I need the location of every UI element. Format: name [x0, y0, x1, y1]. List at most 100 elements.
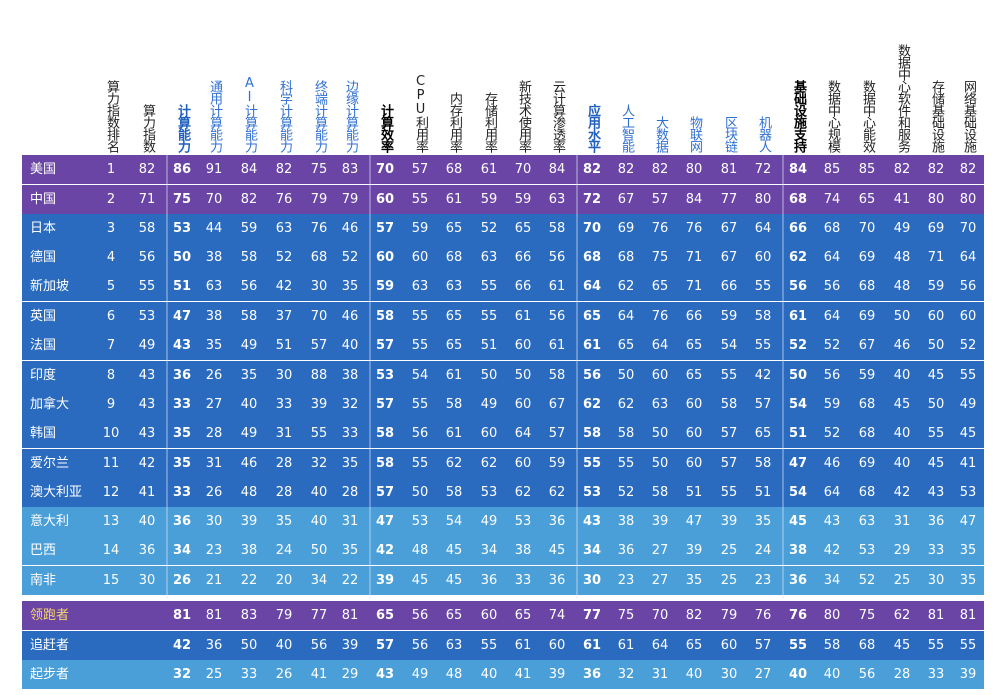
table-cell: 30 — [582, 573, 602, 588]
table-cell: 55 — [927, 426, 945, 441]
table-cell: 65 — [445, 221, 463, 236]
table-cell: 84 — [685, 192, 703, 207]
table-cell: 55 — [927, 638, 945, 653]
table-cell: 45 — [445, 543, 463, 558]
table-cell: 61 — [582, 638, 602, 653]
table-cell: 76 — [275, 192, 293, 207]
column-header: 基础设施支持 — [782, 0, 814, 152]
table-cell: 72 — [754, 162, 772, 177]
table-cell: 51 — [685, 485, 703, 500]
table-cell: 51 — [480, 338, 498, 353]
table-cell: 33 — [927, 543, 945, 558]
table-cell: 62 — [514, 485, 532, 500]
table-cell: 68 — [617, 250, 635, 265]
table-cell: 30 — [310, 279, 328, 294]
table-cell: 62 — [445, 456, 463, 471]
table-cell: 40 — [893, 426, 911, 441]
table-cell: 67 — [548, 397, 566, 412]
table-cell: 35 — [205, 338, 223, 353]
table-cell: 41 — [514, 667, 532, 682]
table-row: 爱尔兰 11 42 35 31 46 28 32 35 58 55 62 62 60 59 55 55 50 60 5… — [22, 449, 984, 478]
table-row: 澳大利亚 12 41 33 26 48 28 40 28 57 50 58 53 62 62 53 52 58 51… — [22, 478, 984, 507]
table-cell: 68 — [823, 221, 841, 236]
table-cell: 49 — [959, 397, 977, 412]
table-cell: 58 — [754, 456, 772, 471]
table-cell: 36 — [927, 514, 945, 529]
table-cell: 58 — [240, 309, 258, 324]
table-cell: 48 — [893, 250, 911, 265]
table-cell: 11 — [102, 456, 120, 471]
column-header-label: 内存利用率 — [447, 92, 462, 152]
table-cell: 41 — [959, 456, 977, 471]
table-cell: 60 — [514, 338, 532, 353]
table-cell: 51 — [754, 485, 772, 500]
table-cell: 54 — [445, 514, 463, 529]
table-cell: 49 — [480, 514, 498, 529]
table-cell: 56 — [548, 250, 566, 265]
table-cell: 65 — [445, 338, 463, 353]
table-cell: 59 — [375, 279, 395, 294]
table-cell: 71 — [138, 192, 156, 207]
table-cell: 56 — [310, 638, 328, 653]
table-cell: 28 — [275, 485, 293, 500]
table-cell: 49 — [893, 221, 911, 236]
table-cell: 82 — [651, 162, 669, 177]
table-cell: 38 — [205, 250, 223, 265]
table-cell: 40 — [893, 368, 911, 383]
tier-name: 起步者 — [30, 667, 70, 682]
table-cell: 61 — [617, 638, 635, 653]
table-cell: 28 — [893, 667, 911, 682]
table-cell: 42 — [823, 543, 841, 558]
group-separator — [782, 154, 784, 599]
column-header: 大数据 — [644, 0, 676, 152]
table-cell: 25 — [720, 543, 738, 558]
table-cell: 84 — [240, 162, 258, 177]
table-cell: 66 — [685, 309, 703, 324]
table-cell: 28 — [205, 426, 223, 441]
table-cell: 56 — [548, 309, 566, 324]
table-cell: 64 — [823, 485, 841, 500]
table-cell: 84 — [788, 162, 808, 177]
column-header-label: 数据中心软件和服务 — [895, 44, 910, 152]
table-cell: 79 — [310, 192, 328, 207]
table-cell: 60 — [514, 456, 532, 471]
table-cell: 41 — [310, 667, 328, 682]
table-cell: 64 — [823, 309, 841, 324]
table-cell: 20 — [275, 573, 293, 588]
table-cell: 61 — [548, 338, 566, 353]
table-cell: 79 — [720, 608, 738, 623]
table-cell: 35 — [172, 426, 192, 441]
table-cell: 58 — [617, 426, 635, 441]
column-header: 人工智能 — [610, 0, 642, 152]
table-cell: 32 — [341, 397, 359, 412]
table-cell: 59 — [548, 456, 566, 471]
table-cell: 32 — [172, 667, 192, 682]
table-cell: 52 — [858, 573, 876, 588]
column-header: 计算效率 — [369, 0, 401, 152]
table-cell: 38 — [617, 514, 635, 529]
column-header: 数据中心能效 — [851, 0, 883, 152]
column-header-label: 存储基础设施 — [929, 80, 944, 152]
table-cell: 59 — [480, 192, 498, 207]
table-cell: 50 — [514, 368, 532, 383]
country-name: 韩国 — [30, 426, 57, 441]
table-cell: 64 — [959, 250, 977, 265]
table-cell: 42 — [893, 485, 911, 500]
table-cell: 52 — [275, 250, 293, 265]
table-cell: 24 — [754, 543, 772, 558]
table-cell: 33 — [927, 667, 945, 682]
table-cell: 28 — [341, 485, 359, 500]
column-header: 应用水平 — [576, 0, 608, 152]
table-cell: 6 — [106, 309, 116, 324]
table-cell: 50 — [788, 368, 808, 383]
table-cell: 82 — [685, 608, 703, 623]
table-cell: 85 — [823, 162, 841, 177]
table-cell: 61 — [445, 368, 463, 383]
table-cell: 53 — [959, 485, 977, 500]
table-cell: 48 — [445, 667, 463, 682]
table-cell: 36 — [548, 514, 566, 529]
table-cell: 76 — [310, 221, 328, 236]
table-cell: 40 — [240, 397, 258, 412]
table-cell: 68 — [310, 250, 328, 265]
table-cell: 55 — [411, 456, 429, 471]
